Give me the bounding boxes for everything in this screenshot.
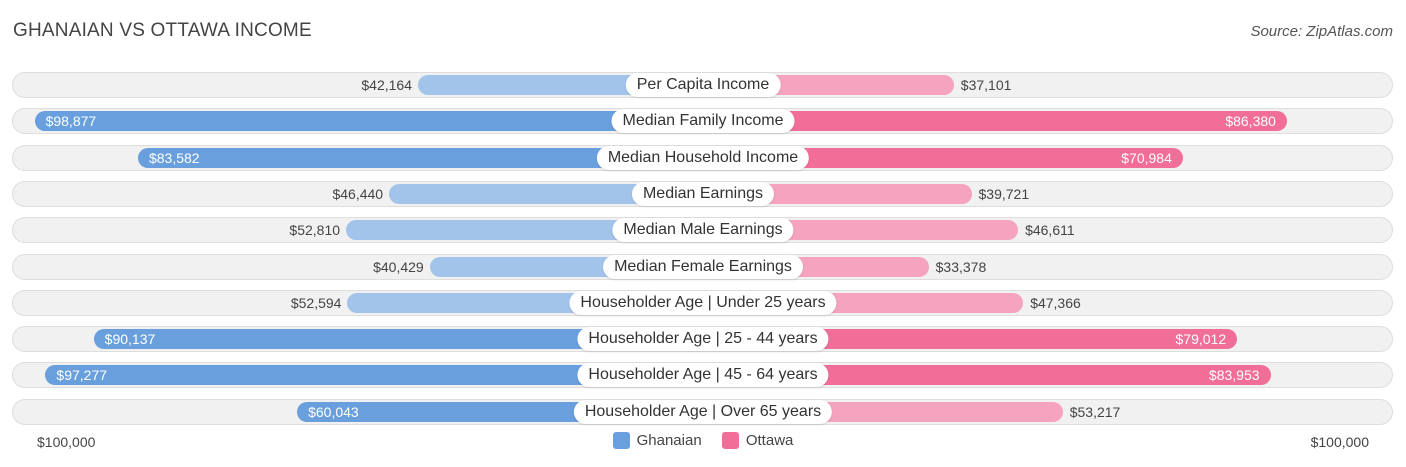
- category-label: Median Female Earnings: [603, 254, 803, 279]
- bar-ghanaian: [137, 147, 703, 168]
- category-label: Per Capita Income: [625, 73, 781, 97]
- value-label-ghanaian: $40,429: [373, 258, 424, 275]
- category-label: Median Household Income: [596, 145, 810, 170]
- value-label-ghanaian: $83,582: [148, 149, 200, 166]
- bar-ottawa: [703, 111, 1287, 132]
- legend-swatch-ottawa: [721, 432, 739, 449]
- legend-item-ottawa: Ottawa: [721, 432, 794, 449]
- value-label-ottawa: $47,366: [1030, 294, 1081, 311]
- category-label: Householder Age | Over 65 years: [573, 399, 833, 424]
- category-label: Householder Age | 45 - 64 years: [577, 363, 829, 388]
- bar-ghanaian: [45, 365, 703, 386]
- value-label-ghanaian: $42,164: [361, 77, 412, 93]
- value-label-ghanaian: $97,277: [56, 367, 108, 384]
- value-label-ghanaian: $98,877: [45, 113, 97, 130]
- bar-ottawa: [703, 329, 1238, 350]
- bar-ottawa: [703, 365, 1271, 386]
- value-label-ghanaian: $52,594: [290, 294, 342, 311]
- legend-item-ghanaian: Ghanaian: [612, 432, 702, 449]
- value-label-ghanaian: $46,440: [332, 185, 384, 202]
- source-note: Source: ZipAtlas.com: [1250, 23, 1393, 40]
- axis-right-label: $100,000: [1310, 434, 1369, 450]
- bar-ottawa: [703, 147, 1183, 168]
- value-label-ottawa: $53,217: [1069, 403, 1121, 420]
- value-label-ottawa: $37,101: [960, 77, 1012, 93]
- bar-ghanaian: [93, 329, 703, 350]
- value-label-ottawa: $83,953: [1208, 367, 1260, 384]
- category-label: Median Family Income: [611, 109, 795, 134]
- category-label: Median Earnings: [631, 181, 775, 206]
- category-label: Householder Age | 25 - 44 years: [577, 327, 829, 352]
- value-label-ottawa: $86,380: [1225, 113, 1276, 130]
- axis-left-label: $100,000: [37, 434, 96, 450]
- category-label: Householder Age | Under 25 years: [569, 290, 837, 315]
- value-label-ottawa: $39,721: [978, 185, 1030, 202]
- bar-ghanaian: [389, 183, 703, 204]
- legend-label-ghanaian: Ghanaian: [636, 432, 702, 449]
- value-label-ottawa: $46,611: [1025, 222, 1075, 239]
- value-label-ghanaian: $60,043: [308, 403, 359, 420]
- value-label-ottawa: $70,984: [1121, 149, 1172, 166]
- value-label-ottawa: $33,378: [935, 258, 987, 275]
- legend-swatch-ghanaian: [612, 432, 630, 449]
- legend: Ghanaian Ottawa: [0, 432, 1406, 453]
- chart-title: GHANAIAN VS OTTAWA INCOME: [13, 20, 312, 41]
- value-label-ghanaian: $90,137: [104, 331, 156, 348]
- value-label-ghanaian: $52,810: [289, 222, 341, 239]
- legend-label-ottawa: Ottawa: [745, 432, 794, 449]
- category-label: Median Male Earnings: [612, 218, 794, 243]
- bar-ghanaian: [34, 111, 703, 132]
- value-label-ottawa: $79,012: [1175, 331, 1227, 348]
